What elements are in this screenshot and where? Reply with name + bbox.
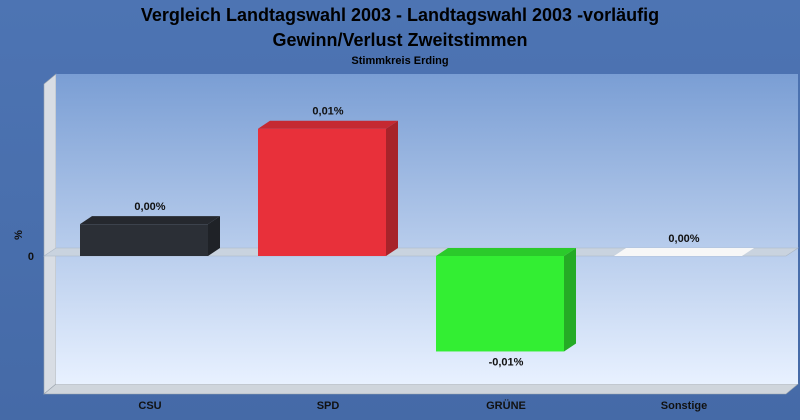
value-label: 0,00% xyxy=(668,233,699,245)
bar-spd: 0,01% xyxy=(258,106,398,257)
bar-top xyxy=(436,248,576,256)
bar-side xyxy=(564,248,576,352)
chart-title: Vergleich Landtagswahl 2003 - Landtagswa… xyxy=(141,5,659,25)
bar-grüne: -0,01% xyxy=(436,248,576,368)
value-label: -0,01% xyxy=(489,356,524,368)
floor xyxy=(43,383,799,395)
category-label: GRÜNE xyxy=(486,399,526,412)
left-wall xyxy=(43,73,57,395)
value-label: 0,01% xyxy=(312,106,343,118)
bar-front xyxy=(80,224,208,256)
category-label: SPD xyxy=(317,400,340,412)
category-label: Sonstige xyxy=(661,400,707,412)
bar-top xyxy=(80,216,220,225)
value-label: 0,00% xyxy=(134,201,165,213)
category-label: CSU xyxy=(138,400,161,412)
bar-front xyxy=(436,256,564,352)
y-zero-tick-label: 0 xyxy=(28,251,34,263)
chart-region-label: Stimmkreis Erding xyxy=(351,55,448,67)
bar-side xyxy=(208,216,220,256)
bar-front xyxy=(258,128,386,256)
chart-subtitle: Gewinn/Verlust Zweitstimmen xyxy=(272,30,527,50)
bar-csu: 0,00% xyxy=(80,201,220,256)
bar-sonstige: 0,00% xyxy=(614,233,754,256)
bar-side xyxy=(386,120,398,257)
bars: 0,00% CSU 0,01% SPD -0,01% GRÜNE 0,00% Sonstige xyxy=(80,106,754,412)
bar-top xyxy=(614,248,754,256)
bar-top xyxy=(258,120,398,129)
y-axis-label: % xyxy=(13,230,25,240)
